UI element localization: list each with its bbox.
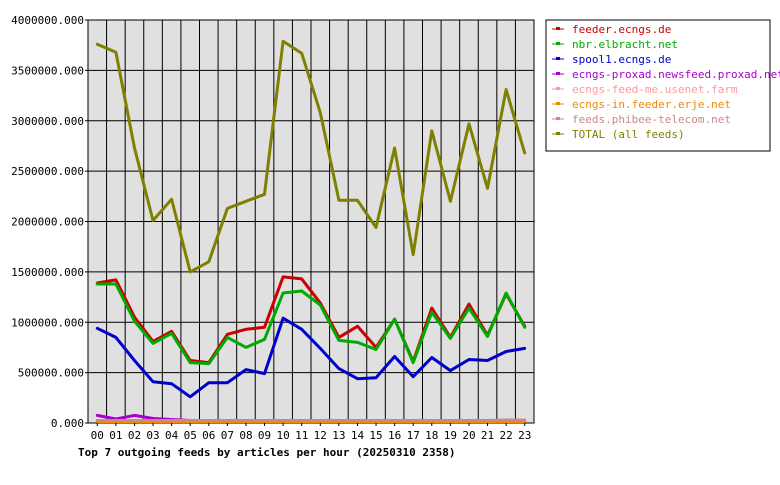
legend-label: feeds.phibee-telecom.net [572,113,731,126]
y-tick-label: 3000000.000 [11,115,84,128]
legend-swatch-marker [556,72,560,75]
x-tick-label: 07 [221,429,234,442]
x-tick-label: 03 [146,429,159,442]
series-lines [95,39,527,423]
legend-swatch-marker [556,132,560,135]
x-tick-label: 22 [500,429,513,442]
x-tick-label: 06 [202,429,215,442]
x-tick-label: 20 [462,429,475,442]
x-tick-label: 09 [258,429,271,442]
legend-swatch-marker [556,42,560,45]
x-tick-label: 12 [314,429,327,442]
x-tick-label: 04 [165,429,179,442]
series-line-6 [95,418,527,422]
x-tick-label: 10 [277,429,290,442]
x-tick-label: 16 [388,429,401,442]
legend-box [545,19,771,152]
y-tick-label: 1500000.000 [11,266,84,279]
legend-label: feeder.ecngs.de [572,23,671,36]
x-tick-label: 13 [332,429,345,442]
x-axis-ticks: 00 01 02 03 04 05 06 07 08 09 10 11 12 13 14 15 16 17 18 19… [91,423,531,442]
y-tick-label: 1000000.000 [11,316,84,329]
legend: feeder.ecngs.de nbr.elbracht.net spool1.ec… [545,19,780,152]
legend-swatch-marker [556,57,560,60]
x-tick-label: 23 [518,429,531,442]
legend-swatch-marker [556,27,560,30]
x-tick-label: 01 [109,429,122,442]
y-axis-ticks: 0.000 500000.000 1000000.000 1500000.000 200… [11,14,88,430]
legend-swatch-marker [556,117,560,120]
series-line-7 [95,39,527,274]
y-tick-label: 4000000.000 [11,14,84,27]
x-tick-label: 00 [91,429,104,442]
legend-swatch-marker [556,87,560,90]
x-tick-label: 11 [295,429,308,442]
legend-label: spool1.ecngs.de [572,53,671,66]
legend-label: ecngs-in.feeder.erje.net [572,98,731,111]
series-line-2 [95,316,527,399]
y-tick-label: 3500000.000 [11,64,84,77]
x-tick-label: 15 [369,429,382,442]
x-tick-label: 02 [128,429,141,442]
legend-label: ecngs-proxad.newsfeed.proxad.net [572,68,780,81]
grid-lines [88,20,534,423]
y-tick-label: 2500000.000 [11,165,84,178]
x-tick-label: 17 [407,429,420,442]
y-tick-label: 2000000.000 [11,216,84,229]
y-tick-label: 0.000 [51,417,84,430]
x-tick-label: 21 [481,429,494,442]
series-line-1 [95,282,527,366]
legend-swatch-marker [556,102,560,105]
y-tick-label: 500000.000 [18,367,84,380]
chart-title: Top 7 outgoing feeds by articles per hou… [78,446,456,459]
legend-label: TOTAL (all feeds) [572,128,685,141]
legend-label: ecngs-feed-me.usenet.farm [572,83,738,96]
x-tick-label: 19 [444,429,457,442]
legend-label: nbr.elbracht.net [572,38,678,51]
x-tick-label: 05 [184,429,197,442]
x-tick-label: 18 [425,429,438,442]
x-tick-label: 08 [239,429,252,442]
x-tick-label: 14 [351,429,365,442]
